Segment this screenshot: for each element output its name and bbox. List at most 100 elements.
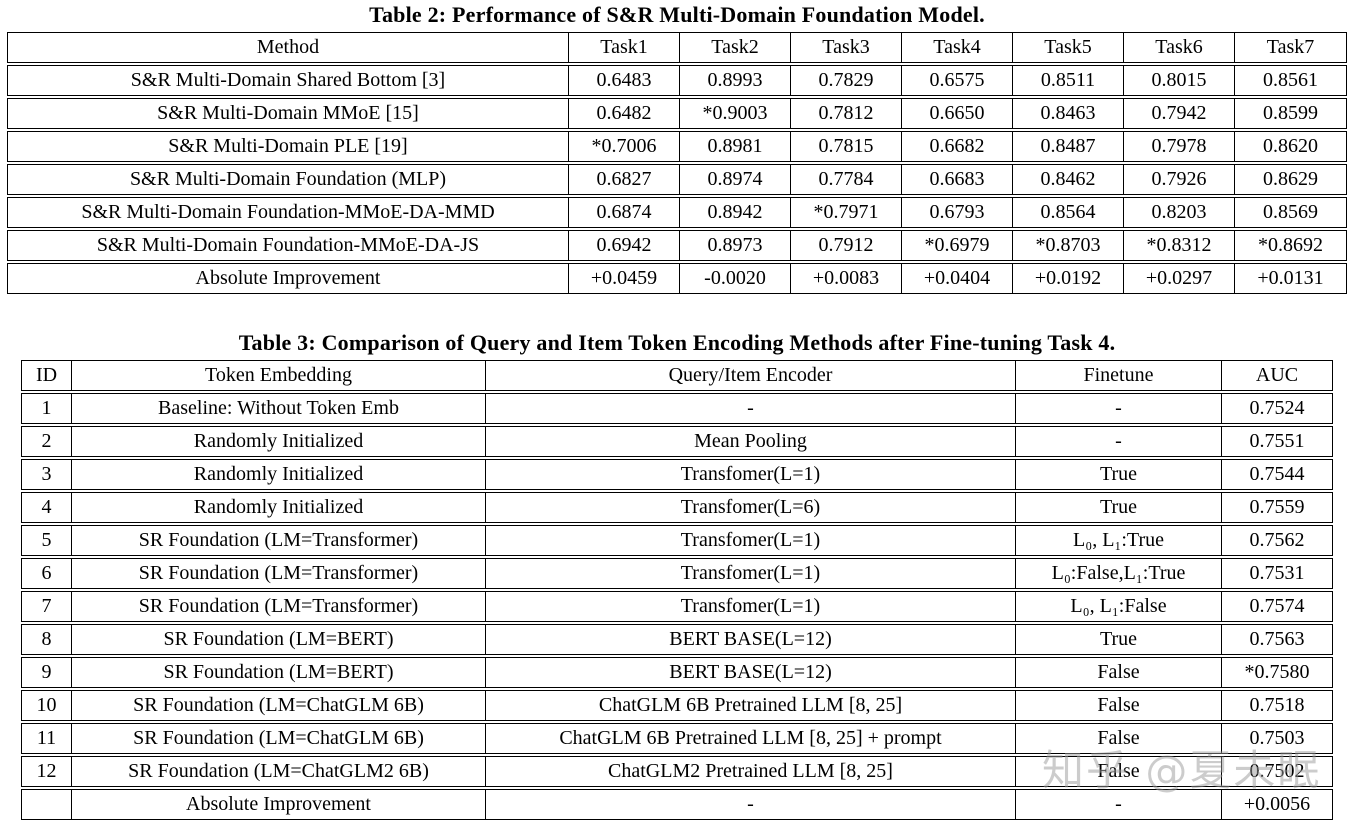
table-cell: 0.7815 [791, 131, 902, 162]
table-cell: SR Foundation (LM=Transformer) [72, 558, 486, 589]
table-cell: S&R Multi-Domain PLE [19] [7, 131, 569, 162]
table-cell: 0.8993 [680, 65, 791, 96]
table-cell: 9 [21, 657, 72, 688]
table-row: 10 SR Foundation (LM=ChatGLM 6B) ChatGLM 6… [21, 690, 1333, 721]
table-cell: 0.8599 [1235, 98, 1347, 129]
table-cell: 4 [21, 492, 72, 523]
table-row: Absolute Improvement - - +0.0056 [21, 789, 1333, 820]
column-header: AUC [1222, 360, 1333, 391]
table-cell: ChatGLM2 Pretrained LLM [8, 25] [486, 756, 1016, 787]
table-row: 11 SR Foundation (LM=ChatGLM 6B) ChatGLM 6… [21, 723, 1333, 754]
table-cell: 1 [21, 393, 72, 424]
table-cell: +0.0056 [1222, 789, 1333, 820]
table-cell [21, 789, 72, 820]
table-cell: 0.8620 [1235, 131, 1347, 162]
table-cell: 0.8561 [1235, 65, 1347, 96]
table-row: 9 SR Foundation (LM=BERT) BERT BASE(L=12) F… [21, 657, 1333, 688]
table-cell: Randomly Initialized [72, 426, 486, 457]
table-row: 3 Randomly Initialized Transfomer(L=1) True… [21, 459, 1333, 490]
table-cell: *0.8692 [1235, 230, 1347, 261]
table-cell: False [1016, 657, 1222, 688]
table-cell: 0.8463 [1013, 98, 1124, 129]
table-row: S&R Multi-Domain Foundation-MMoE-DA-JS 0.… [7, 230, 1347, 261]
column-header: ID [21, 360, 72, 391]
column-header: Task4 [902, 32, 1013, 63]
table3-caption: Table 3: Comparison of Query and Item To… [238, 330, 1116, 355]
table-cell: 0.8511 [1013, 65, 1124, 96]
table-cell: 2 [21, 426, 72, 457]
table-cell: +0.0297 [1124, 263, 1235, 294]
column-header: Task5 [1013, 32, 1124, 63]
table-row: S&R Multi-Domain MMoE [15] 0.6482 *0.9003 0… [7, 98, 1347, 129]
table-row: 4 Randomly Initialized Transfomer(L=6) True… [21, 492, 1333, 523]
table-cell: 0.8629 [1235, 164, 1347, 195]
table-cell: Absolute Improvement [72, 789, 486, 820]
table-cell: -0.0020 [680, 263, 791, 294]
table-cell: 0.7559 [1222, 492, 1333, 523]
table-cell: S&R Multi-Domain Foundation-MMoE-DA-MMD [7, 197, 569, 228]
table-cell: BERT BASE(L=12) [486, 657, 1016, 688]
table-cell: +0.0404 [902, 263, 1013, 294]
table-cell: S&R Multi-Domain MMoE [15] [7, 98, 569, 129]
table-cell: L₀, L₁:True [1016, 525, 1222, 556]
table-row: S&R Multi-Domain PLE [19] *0.7006 0.8981 0.… [7, 131, 1347, 162]
table-cell: SR Foundation (LM=Transformer) [72, 591, 486, 622]
table-cell: 5 [21, 525, 72, 556]
table-cell: Randomly Initialized [72, 492, 486, 523]
table-cell: - [1016, 393, 1222, 424]
table3-token-encoding: ID Token Embedding Query/Item Encoder Finet… [21, 358, 1333, 822]
table-cell: 0.7978 [1124, 131, 1235, 162]
table-cell: 0.7562 [1222, 525, 1333, 556]
table-cell: 0.8487 [1013, 131, 1124, 162]
table-cell: True [1016, 459, 1222, 490]
column-header: Task2 [680, 32, 791, 63]
table-cell: 0.7503 [1222, 723, 1333, 754]
table-cell: 6 [21, 558, 72, 589]
table-cell: Transfomer(L=6) [486, 492, 1016, 523]
table-cell: 0.6650 [902, 98, 1013, 129]
table-cell: Transfomer(L=1) [486, 591, 1016, 622]
table-cell: - [486, 789, 1016, 820]
table-cell: 0.7524 [1222, 393, 1333, 424]
table-cell: ChatGLM 6B Pretrained LLM [8, 25] + prom… [486, 723, 1016, 754]
table-cell: 3 [21, 459, 72, 490]
table-cell: False [1016, 723, 1222, 754]
table-cell: SR Foundation (LM=BERT) [72, 657, 486, 688]
table-cell: BERT BASE(L=12) [486, 624, 1016, 655]
column-header: Task1 [569, 32, 680, 63]
table-cell: 0.6482 [569, 98, 680, 129]
column-header: Task6 [1124, 32, 1235, 63]
table-cell: 0.8203 [1124, 197, 1235, 228]
table-cell: 0.6827 [569, 164, 680, 195]
table-cell: 0.8015 [1124, 65, 1235, 96]
table-cell: *0.6979 [902, 230, 1013, 261]
table-cell: 0.6575 [902, 65, 1013, 96]
table-cell: Baseline: Without Token Emb [72, 393, 486, 424]
table-cell: +0.0192 [1013, 263, 1124, 294]
table-cell: SR Foundation (LM=Transformer) [72, 525, 486, 556]
table-cell: Randomly Initialized [72, 459, 486, 490]
table-cell: - [486, 393, 1016, 424]
table-cell: Transfomer(L=1) [486, 459, 1016, 490]
table-cell: Absolute Improvement [7, 263, 569, 294]
column-header: Method [7, 32, 569, 63]
table-cell: 0.8564 [1013, 197, 1124, 228]
table-cell: L₀:False,L₁:True [1016, 558, 1222, 589]
table-cell: SR Foundation (LM=BERT) [72, 624, 486, 655]
table-cell: *0.8312 [1124, 230, 1235, 261]
table-cell: Transfomer(L=1) [486, 558, 1016, 589]
header-row: ID Token Embedding Query/Item Encoder Finet… [21, 360, 1333, 391]
table-cell: 0.8973 [680, 230, 791, 261]
table-cell: Mean Pooling [486, 426, 1016, 457]
column-header: Finetune [1016, 360, 1222, 391]
table-row: 6 SR Foundation (LM=Transformer) Transfome… [21, 558, 1333, 589]
table-row: 7 SR Foundation (LM=Transformer) Transfome… [21, 591, 1333, 622]
table-cell: 0.7926 [1124, 164, 1235, 195]
table-cell: L₀, L₁:False [1016, 591, 1222, 622]
table-cell: 0.8981 [680, 131, 791, 162]
table-cell: 8 [21, 624, 72, 655]
table-cell: 0.8462 [1013, 164, 1124, 195]
table-row: S&R Multi-Domain Shared Bottom [3] 0.6483… [7, 65, 1347, 96]
table-cell: - [1016, 426, 1222, 457]
